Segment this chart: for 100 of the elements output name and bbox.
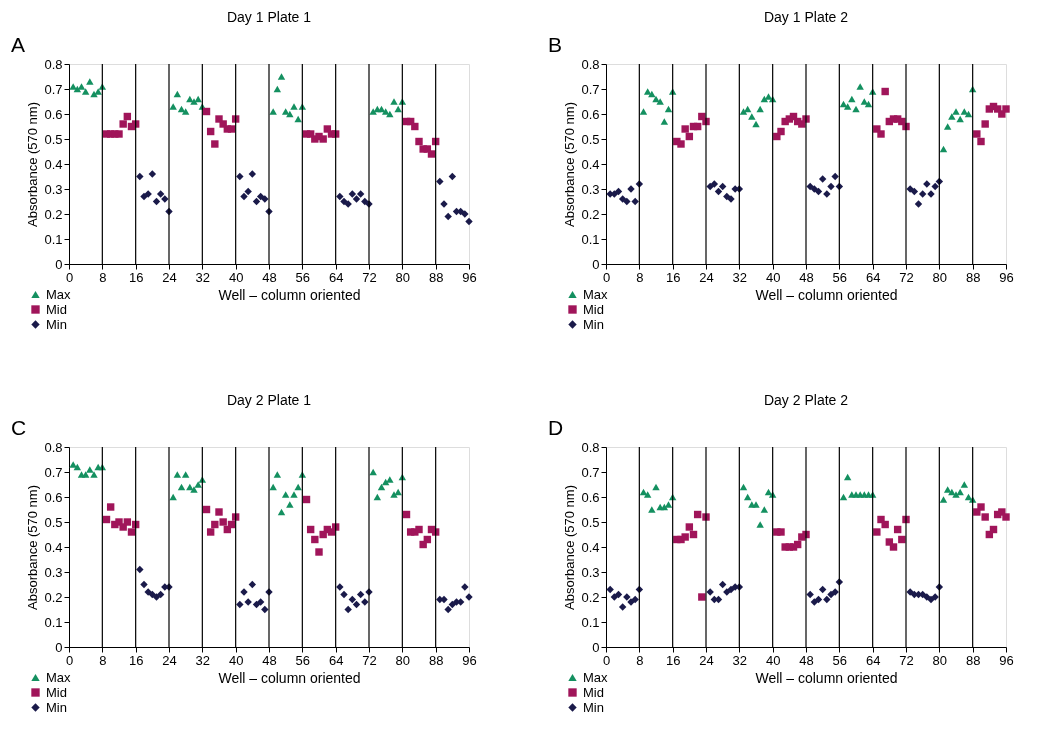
y-tick-label: 0.5 [581, 514, 600, 530]
x-tick-label: 48 [799, 652, 814, 668]
x-tick-label: 88 [428, 269, 444, 285]
legend-label: Max [583, 286, 609, 302]
y-tick-label: 0.6 [581, 489, 600, 505]
legend-label: Mid [46, 301, 67, 317]
y-tick-label: 0.6 [581, 106, 600, 122]
y-tick-label: 0.4 [44, 539, 63, 555]
y-tick-label: 0.2 [581, 206, 600, 222]
legend-label: Mid [46, 684, 67, 700]
x-tick-label: 80 [395, 269, 411, 285]
x-tick-label: 40 [765, 269, 781, 285]
x-tick-label: 0 [65, 652, 74, 668]
x-tick-label: 24 [162, 269, 177, 285]
x-tick-label: 0 [65, 269, 74, 285]
x-tick-label: 40 [765, 652, 781, 668]
x-tick-label: 64 [328, 269, 344, 285]
y-tick-label: 0.7 [581, 464, 600, 480]
chart-title: Day 2 Plate 2 [763, 392, 849, 408]
legend-label: Min [583, 699, 604, 715]
x-tick-label: 16 [665, 652, 681, 668]
y-tick-label: 0.8 [581, 439, 600, 455]
x-tick-label: 8 [99, 269, 107, 285]
x-axis-title: Well – column oriented [755, 286, 898, 303]
y-tick-label: 0.3 [44, 181, 63, 197]
legend-label: Max [583, 669, 609, 685]
x-tick-label: 56 [832, 652, 848, 668]
y-axis-title: Absorbance (570 nm) [562, 101, 578, 228]
x-tick-label: 80 [932, 652, 948, 668]
y-tick-label: 0.2 [44, 206, 63, 222]
x-tick-label: 24 [699, 652, 714, 668]
x-tick-label: 88 [428, 652, 444, 668]
y-tick-label: 0.6 [44, 489, 63, 505]
y-tick-label: 0.1 [44, 614, 63, 630]
x-tick-label: 96 [999, 269, 1014, 285]
x-tick-label: 88 [965, 652, 981, 668]
legend-label: Max [46, 286, 72, 302]
x-tick-label: 48 [799, 269, 814, 285]
y-tick-label: 0.1 [581, 231, 600, 247]
x-axis-title: Well – column oriented [218, 669, 361, 686]
x-tick-label: 40 [228, 269, 244, 285]
x-tick-label: 48 [262, 269, 277, 285]
x-axis-title: Well – column oriented [218, 286, 361, 303]
x-tick-label: 24 [162, 652, 177, 668]
text: A [11, 33, 26, 56]
y-tick-label: 0 [592, 639, 600, 655]
y-tick-label: 0 [55, 639, 63, 655]
y-tick-label: 0.2 [44, 589, 63, 605]
y-tick-label: 0.5 [44, 131, 63, 147]
y-tick-label: 0.3 [44, 564, 63, 580]
x-tick-label: 32 [732, 652, 748, 668]
x-tick-label: 64 [328, 652, 344, 668]
y-tick-label: 0.7 [581, 81, 600, 97]
x-tick-label: 0 [602, 269, 611, 285]
y-tick-label: 0.1 [581, 614, 600, 630]
x-tick-label: 72 [362, 652, 377, 668]
legend-label: Min [46, 699, 67, 715]
y-axis-title: Absorbance (570 nm) [562, 484, 578, 611]
x-tick-label: 80 [932, 269, 948, 285]
x-tick-label: 32 [195, 652, 211, 668]
chart-title: Day 1 Plate 2 [763, 9, 849, 25]
y-tick-label: 0.8 [44, 56, 63, 72]
y-tick-label: 0.5 [581, 131, 600, 147]
x-tick-label: 48 [262, 652, 277, 668]
x-tick-label: 64 [865, 652, 881, 668]
x-tick-label: 88 [965, 269, 981, 285]
y-tick-label: 0.4 [581, 539, 600, 555]
y-tick-label: 0 [592, 256, 600, 272]
y-tick-label: 0.5 [44, 514, 63, 530]
legend-label: Min [46, 316, 67, 332]
y-tick-label: 0.2 [581, 589, 600, 605]
y-tick-label: 0.8 [44, 439, 63, 455]
x-axis-title: Well – column oriented [755, 669, 898, 686]
x-tick-label: 32 [732, 269, 748, 285]
x-tick-label: 32 [195, 269, 211, 285]
x-tick-label: 80 [395, 652, 411, 668]
x-tick-label: 56 [832, 269, 848, 285]
x-tick-label: 56 [295, 652, 311, 668]
legend-label: Mid [583, 301, 604, 317]
y-tick-label: 0.4 [44, 156, 63, 172]
y-axis-title: Absorbance (570 nm) [25, 101, 41, 228]
y-tick-label: 0.3 [581, 564, 600, 580]
x-tick-label: 96 [999, 652, 1014, 668]
x-tick-label: 8 [636, 269, 644, 285]
x-tick-label: 72 [899, 269, 914, 285]
y-tick-label: 0.7 [44, 464, 63, 480]
x-tick-label: 16 [128, 652, 144, 668]
x-tick-label: 72 [899, 652, 914, 668]
x-tick-label: 8 [99, 652, 107, 668]
y-axis-title: Absorbance (570 nm) [25, 484, 41, 611]
chart-title: Day 1 Plate 1 [226, 9, 312, 25]
legend-label: Max [46, 669, 72, 685]
y-tick-label: 0.3 [581, 181, 600, 197]
text: C [11, 416, 27, 439]
x-tick-label: 96 [462, 652, 477, 668]
y-tick-label: 0.1 [44, 231, 63, 247]
text: D [548, 416, 564, 439]
text: B [548, 33, 563, 56]
x-tick-label: 40 [228, 652, 244, 668]
chart-title: Day 2 Plate 1 [226, 392, 312, 408]
